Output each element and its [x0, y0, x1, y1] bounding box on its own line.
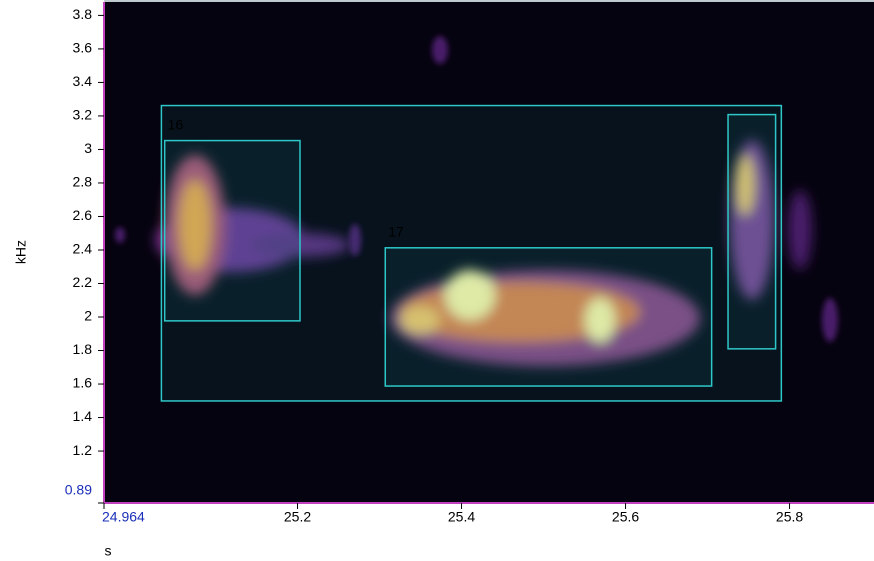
y-tick-label: 2.2 — [73, 274, 93, 290]
selection-box — [727, 113, 777, 350]
selection-box — [160, 104, 783, 402]
x-tick-label: 24.964 — [102, 509, 145, 525]
y-tick-label: 1.6 — [73, 375, 93, 391]
y-tick-label: 3.2 — [73, 107, 93, 123]
selection-label: 17 — [388, 224, 404, 240]
y-tick-label: 2.8 — [73, 174, 93, 190]
y-tick-label: 2 — [84, 308, 92, 324]
x-tick-label: 25.8 — [776, 509, 803, 525]
y-tick-label: 3.6 — [73, 40, 93, 56]
y-tick-label: 1.4 — [73, 408, 93, 424]
x-tick-label: 25.2 — [284, 509, 311, 525]
y-tick-label: 3 — [84, 140, 92, 156]
y-axis-title: kHz — [13, 240, 29, 264]
x-axis-title: s — [105, 543, 112, 559]
selection-label: 16 — [168, 116, 184, 132]
y-tick-label: 3.8 — [73, 6, 93, 22]
x-tick-label: 25.4 — [448, 509, 475, 525]
y-tick-label: 0.89 — [65, 482, 92, 498]
selection-box — [163, 139, 301, 322]
y-tick-label: 2.4 — [73, 241, 93, 257]
x-tick-label: 25.6 — [612, 509, 639, 525]
y-tick-label: 3.4 — [73, 73, 93, 89]
selection-box — [384, 247, 713, 387]
y-tick-label: 1.2 — [73, 442, 93, 458]
spectrogram-image — [115, 36, 838, 366]
y-tick-label: 2.6 — [73, 207, 93, 223]
y-tick-label: 1.8 — [73, 341, 93, 357]
